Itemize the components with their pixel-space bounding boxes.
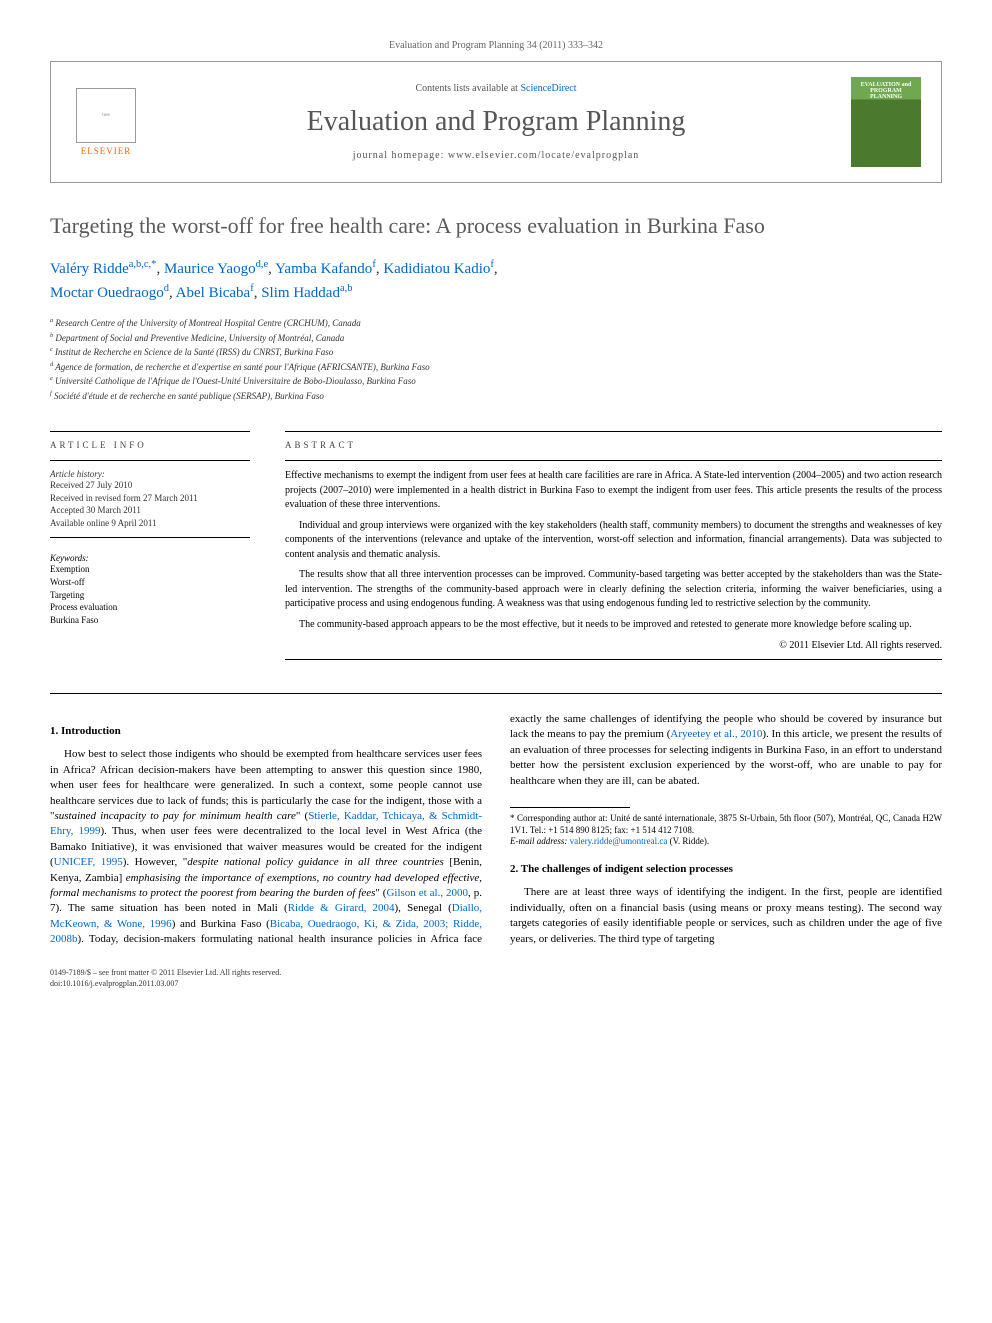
author[interactable]: Valéry Riddea,b,c,*: [50, 261, 156, 277]
author[interactable]: Moctar Ouedraogod: [50, 285, 169, 301]
history-item: Received in revised form 27 March 2011: [50, 492, 250, 505]
footnote-rule: [510, 807, 630, 808]
article-info-heading: ARTICLE INFO: [50, 440, 250, 450]
abstract-paragraph: Individual and group interviews were org…: [285, 519, 942, 563]
abstract-text: Effective mechanisms to exempt the indig…: [285, 469, 942, 632]
abstract-column: ABSTRACT Effective mechanisms to exempt …: [285, 423, 942, 668]
elsevier-tree-icon: tree: [76, 88, 136, 143]
cover-title: EVALUATION and PROGRAM PLANNING: [856, 82, 916, 100]
rule: [285, 659, 942, 660]
affiliation: c Institut de Recherche en Science de la…: [50, 345, 942, 360]
abstract-paragraph: Effective mechanisms to exempt the indig…: [285, 469, 942, 513]
email-footnote: E-mail address: valery.ridde@umontreal.c…: [510, 836, 942, 848]
keyword: Process evaluation: [50, 601, 250, 614]
rule: [50, 431, 250, 432]
keyword: Targeting: [50, 589, 250, 602]
author-list: Valéry Riddea,b,c,*, Maurice Yaogod,e, Y…: [50, 257, 942, 304]
section-heading: 2. The challenges of indigent selection …: [510, 862, 942, 877]
keyword: Exemption: [50, 563, 250, 576]
citation-link[interactable]: Gilson et al., 2000: [386, 887, 468, 899]
abstract-paragraph: The community-based approach appears to …: [285, 618, 942, 633]
info-abstract-row: ARTICLE INFO Article history: Received 2…: [50, 423, 942, 668]
homepage-url[interactable]: www.elsevier.com/locate/evalprogplan: [448, 150, 639, 161]
author[interactable]: Abel Bicabaf: [176, 285, 254, 301]
homepage-label: journal homepage:: [353, 150, 445, 161]
history-item: Available online 9 April 2011: [50, 517, 250, 530]
abstract-paragraph: The results show that all three interven…: [285, 568, 942, 612]
citation-link[interactable]: Aryeetey et al., 2010: [670, 728, 762, 740]
sciencedirect-link[interactable]: ScienceDirect: [520, 83, 576, 94]
article-info-column: ARTICLE INFO Article history: Received 2…: [50, 423, 250, 668]
header-center: Contents lists available at ScienceDirec…: [156, 83, 836, 161]
rule: [285, 431, 942, 432]
publisher-name: ELSEVIER: [81, 146, 132, 156]
keyword: Burkina Faso: [50, 614, 250, 627]
journal-homepage: journal homepage: www.elsevier.com/locat…: [156, 150, 836, 161]
footer-doi: doi:10.1016/j.evalprogplan.2011.03.007: [50, 979, 942, 989]
section-heading: 1. Introduction: [50, 724, 482, 739]
page-footer: 0149-7189/$ – see front matter © 2011 El…: [50, 968, 942, 989]
affiliation: a Research Centre of the University of M…: [50, 316, 942, 331]
affiliation: e Université Catholique de l'Afrique de …: [50, 374, 942, 389]
contents-line: Contents lists available at ScienceDirec…: [156, 83, 836, 94]
keywords-label: Keywords:: [50, 553, 250, 563]
corresponding-footnote: * Corresponding author at: Unité de sant…: [510, 813, 942, 836]
email-author: (V. Ridde).: [670, 836, 710, 846]
running-header: Evaluation and Program Planning 34 (2011…: [50, 40, 942, 51]
article-title: Targeting the worst-off for free health …: [50, 213, 942, 239]
journal-header-box: tree ELSEVIER Contents lists available a…: [50, 61, 942, 183]
citation-link[interactable]: Ridde & Girard, 2004: [288, 902, 395, 914]
affiliation: f Société d'étude et de recherche en san…: [50, 389, 942, 404]
rule: [50, 460, 250, 461]
publisher-logo: tree ELSEVIER: [71, 82, 141, 162]
body-paragraph: There are at least three ways of identif…: [510, 885, 942, 947]
footer-line: 0149-7189/$ – see front matter © 2011 El…: [50, 968, 942, 978]
author[interactable]: Kadidiatou Kadiof: [383, 261, 494, 277]
history-item: Accepted 30 March 2011: [50, 504, 250, 517]
affiliation: b Department of Social and Preventive Me…: [50, 331, 942, 346]
body-columns: 1. Introduction How best to select those…: [50, 712, 942, 948]
history-item: Received 27 July 2010: [50, 479, 250, 492]
affiliation-list: a Research Centre of the University of M…: [50, 316, 942, 403]
abstract-heading: ABSTRACT: [285, 440, 942, 450]
author[interactable]: Yamba Kafandof: [275, 261, 376, 277]
rule: [50, 537, 250, 538]
keyword: Worst-off: [50, 576, 250, 589]
contents-label: Contents lists available at: [415, 83, 517, 94]
page-container: Evaluation and Program Planning 34 (2011…: [0, 0, 992, 1029]
history-label: Article history:: [50, 469, 250, 479]
journal-name: Evaluation and Program Planning: [156, 106, 836, 138]
email-link[interactable]: valery.ridde@umontreal.ca: [570, 836, 668, 846]
rule: [285, 460, 942, 461]
body-rule: [50, 693, 942, 694]
author[interactable]: Maurice Yaogod,e: [164, 261, 268, 277]
author[interactable]: Slim Haddada,b: [261, 285, 352, 301]
abstract-copyright: © 2011 Elsevier Ltd. All rights reserved…: [285, 640, 942, 651]
affiliation: d Agence de formation, de recherche et d…: [50, 360, 942, 375]
email-label: E-mail address:: [510, 836, 567, 846]
citation-link[interactable]: UNICEF, 1995: [54, 856, 123, 868]
journal-cover-thumbnail: EVALUATION and PROGRAM PLANNING: [851, 77, 921, 167]
